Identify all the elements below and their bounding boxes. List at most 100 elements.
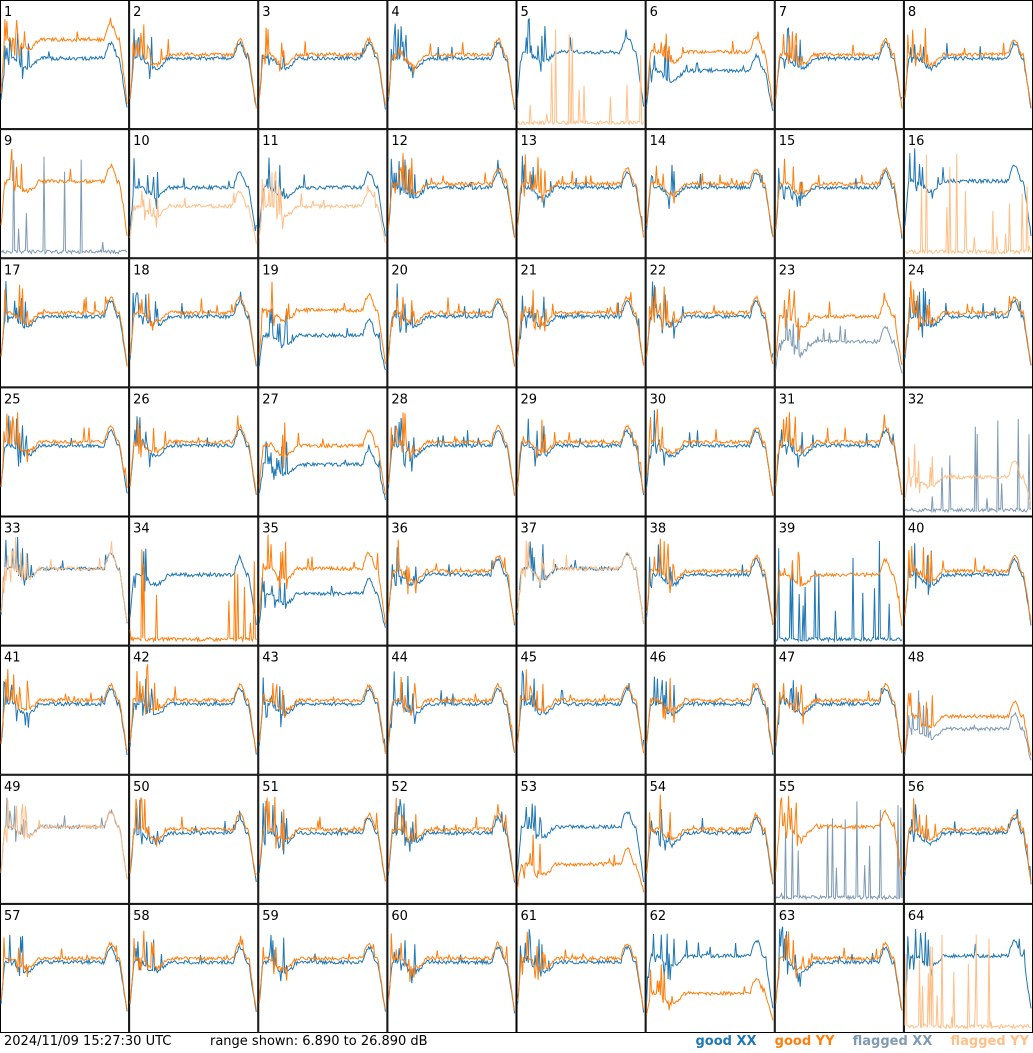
- panel-6: 6: [645, 0, 775, 130]
- series-good-yy: [129, 797, 257, 877]
- series-good-yy: [646, 538, 774, 625]
- series-flagged-xx: [0, 797, 128, 880]
- series-good-yy: [775, 931, 903, 1011]
- legend: good XX good YY flagged XX flagged YY: [681, 1034, 1029, 1049]
- series-good-xx: [129, 28, 257, 107]
- panel-25: 25: [0, 387, 130, 517]
- panel-label: 13: [521, 134, 538, 149]
- series-good-xx: [129, 799, 257, 883]
- series-good-yy: [775, 795, 903, 880]
- series-good-xx: [258, 308, 386, 371]
- series-good-yy: [775, 158, 903, 236]
- series-good-xx: [646, 544, 774, 625]
- timestamp: 2024/11/09 15:27:30 UTC: [4, 1034, 172, 1049]
- panel-frame: [516, 516, 646, 646]
- panel-label: 26: [133, 392, 150, 407]
- series-good-yy: [258, 942, 386, 1010]
- series-good-yy: [646, 677, 774, 752]
- panel-label: 12: [391, 134, 408, 149]
- panel-18: 18: [129, 258, 259, 388]
- panel-label: 55: [779, 780, 796, 795]
- series-good-yy: [0, 284, 128, 367]
- series-good-yy: [904, 798, 1032, 883]
- panel-23: 23: [774, 258, 904, 388]
- series-flagged-xx: [0, 156, 128, 255]
- series-good-xx: [904, 928, 1032, 1009]
- panel-label: 56: [908, 780, 925, 795]
- panel-64: 64: [903, 903, 1033, 1033]
- panel-label: 47: [779, 651, 796, 666]
- panel-59: 59: [258, 903, 388, 1033]
- panel-39: 39: [774, 516, 904, 646]
- panel-47: 47: [774, 645, 904, 775]
- panel-label: 20: [391, 263, 408, 278]
- series-good-xx: [646, 809, 774, 885]
- legend-flagged-yy: flagged YY: [950, 1034, 1030, 1049]
- panel-label: 57: [4, 909, 21, 924]
- panel-label: 64: [908, 909, 925, 924]
- series-good-yy: [904, 545, 1032, 623]
- series-good-xx: [646, 410, 774, 495]
- series-good-xx: [387, 547, 515, 626]
- panel-label: 29: [521, 392, 538, 407]
- panel-label: 48: [908, 651, 925, 666]
- panel-53: 53: [516, 774, 646, 904]
- panel-5: 5: [516, 0, 646, 130]
- panel-frame: [774, 129, 904, 259]
- series-good-yy: [129, 293, 257, 364]
- panel-27: 27: [258, 387, 388, 517]
- panel-43: 43: [258, 645, 388, 775]
- series-good-xx: [258, 934, 386, 1012]
- series-good-yy: [387, 296, 515, 367]
- panel-label: 30: [650, 392, 667, 407]
- panel-label: 43: [262, 651, 279, 666]
- panel-label: 25: [4, 392, 21, 407]
- panel-label: 31: [779, 392, 796, 407]
- panel-46: 46: [645, 645, 775, 775]
- panel-21: 21: [516, 258, 646, 388]
- panel-62: 62: [645, 903, 775, 1033]
- panel-frame: [774, 258, 904, 388]
- series-flagged-yy: [129, 190, 257, 244]
- panel-frame: [258, 387, 388, 517]
- series-good-xx: [258, 441, 386, 501]
- series-good-yy: [129, 549, 257, 643]
- series-good-xx: [0, 415, 128, 494]
- panel-label: 45: [521, 651, 538, 666]
- series-good-xx: [129, 416, 257, 495]
- panel-50: 50: [129, 774, 259, 904]
- series-flagged-yy: [0, 799, 128, 880]
- panel-frame: [516, 0, 646, 130]
- panel-label: 59: [262, 909, 279, 924]
- panel-label: 11: [262, 134, 279, 149]
- panel-frame: [387, 774, 517, 904]
- series-good-xx: [775, 540, 903, 644]
- series-good-yy: [904, 280, 1032, 365]
- series-good-yy: [129, 664, 257, 752]
- legend-good-yy: good YY: [774, 1034, 835, 1049]
- panel-label: 62: [650, 909, 667, 924]
- series-good-yy: [258, 682, 386, 755]
- panel-frame: [774, 645, 904, 775]
- panel-frame: [387, 0, 517, 130]
- panel-frame: [645, 516, 775, 646]
- series-good-xx: [129, 158, 257, 231]
- series-good-xx: [0, 934, 128, 1012]
- panel-41: 41: [0, 645, 130, 775]
- panel-49: 49: [0, 774, 130, 904]
- panel-45: 45: [516, 645, 646, 775]
- series-good-yy: [646, 286, 774, 365]
- panel-frame: [774, 387, 904, 517]
- panel-61: 61: [516, 903, 646, 1033]
- series-good-xx: [646, 676, 774, 755]
- panel-28: 28: [387, 387, 517, 517]
- panel-9: 9: [0, 129, 130, 259]
- panel-22: 22: [645, 258, 775, 388]
- panel-1: 1: [0, 0, 130, 130]
- panel-label: 22: [650, 263, 667, 278]
- panel-label: 34: [133, 522, 150, 537]
- panel-label: 33: [4, 522, 21, 537]
- series-good-yy: [258, 422, 386, 495]
- panel-3: 3: [258, 0, 388, 130]
- series-flagged-yy: [904, 153, 1032, 256]
